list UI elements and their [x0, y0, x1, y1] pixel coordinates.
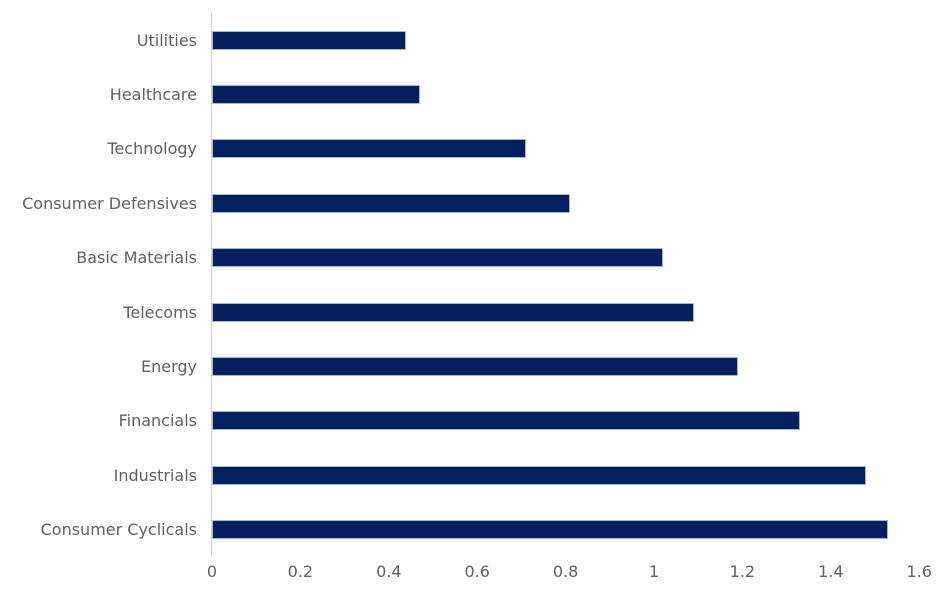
- x-axis-tick-label: 1.2: [729, 562, 756, 581]
- bar-energy: [212, 357, 738, 377]
- bar-telecoms: [212, 302, 694, 322]
- category-label: Basic Materials: [76, 248, 197, 268]
- category-label: Financials: [118, 411, 197, 431]
- bar-utilities: [212, 30, 407, 50]
- x-axis-tick-label: 1.4: [818, 562, 844, 581]
- bar-row: Healthcare: [0, 67, 944, 121]
- y-axis-line: [211, 13, 212, 557]
- category-label: Technology: [107, 139, 197, 159]
- category-label: Consumer Cyclicals: [40, 520, 197, 540]
- bar-row: Industrials: [0, 448, 944, 502]
- bar-row: Consumer Cyclicals: [0, 503, 944, 557]
- bar-row: Telecoms: [0, 285, 944, 339]
- bar-row: Basic Materials: [0, 231, 944, 285]
- bar-consumer-defensives: [212, 193, 571, 213]
- x-axis-tick-label: 1.6: [906, 562, 932, 581]
- category-label: Energy: [140, 357, 197, 377]
- bar-row: Utilities: [0, 13, 944, 67]
- category-label: Consumer Defensives: [22, 193, 197, 213]
- bar-industrials: [212, 465, 867, 485]
- bar-healthcare: [212, 85, 420, 105]
- x-axis-tick-label: 0.4: [376, 562, 402, 581]
- bar-row: Financials: [0, 394, 944, 448]
- category-label: Healthcare: [109, 85, 197, 105]
- x-axis-tick-label: 0.6: [464, 562, 490, 581]
- x-axis-tick-label: 0.8: [552, 562, 579, 581]
- bar-basic-materials: [212, 248, 663, 268]
- category-label: Industrials: [113, 465, 197, 485]
- bar-row: Energy: [0, 339, 944, 393]
- bar-row: Consumer Defensives: [0, 176, 944, 230]
- x-axis-tick-label: 0.2: [287, 562, 314, 581]
- category-label: Telecoms: [123, 302, 197, 322]
- x-axis-tick-label: 0: [206, 562, 218, 581]
- bar-row: Technology: [0, 122, 944, 176]
- bar-consumer-cyclicals: [212, 520, 889, 540]
- bar-technology: [212, 139, 526, 159]
- x-axis-tick-label: 1: [648, 562, 660, 581]
- category-label: Utilities: [136, 30, 197, 50]
- bar-financials: [212, 411, 800, 431]
